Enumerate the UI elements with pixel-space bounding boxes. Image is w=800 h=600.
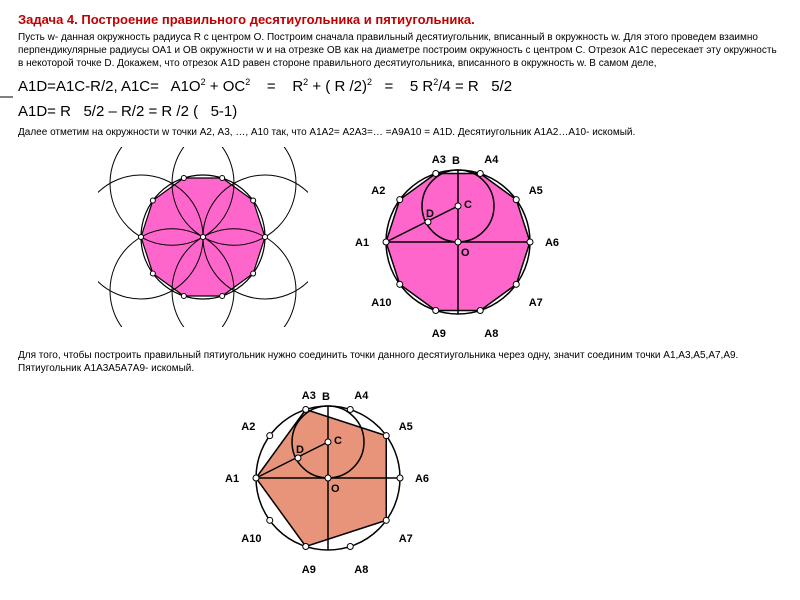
- svg-text:A4: A4: [354, 390, 369, 402]
- svg-text:A10: A10: [241, 533, 261, 545]
- note-1: Далее отметим на окружности w точки А2, …: [18, 126, 782, 139]
- svg-text:A5: A5: [399, 421, 413, 433]
- diagrams-row: A1 A2 A3 A4 A5 A6 A7 A8 A9 A10 O C D B: [98, 147, 782, 337]
- svg-text:A9: A9: [302, 564, 316, 573]
- svg-text:A10: A10: [371, 297, 391, 309]
- label-C: C: [464, 199, 472, 211]
- svg-text:A3: A3: [302, 390, 316, 402]
- svg-text:A8: A8: [354, 564, 368, 573]
- label-B3: B: [322, 391, 330, 403]
- svg-text:A8: A8: [484, 328, 498, 337]
- label-D3: D: [296, 444, 304, 456]
- intro-text: Пусть w- данная окружность радиуса R с ц…: [18, 31, 782, 70]
- diagram-decagon: A1 A2 A3 A4 A5 A6 A7 A8 A9 A10 O C D B: [348, 147, 578, 337]
- formula-line-1: A1D=A1C-R/2, A1C= A1O2 + OC2 = R2 + ( R …: [18, 76, 782, 97]
- svg-text:A5: A5: [529, 185, 543, 197]
- svg-text:A2: A2: [241, 421, 255, 433]
- label-D: D: [426, 208, 434, 220]
- task-title: Задача 4. Построение правильного десятиу…: [18, 12, 782, 27]
- diagram-pentagon: A1 A2 A3 A4 A5 A6 A7 A8 A9 A10 O C D B: [218, 383, 448, 573]
- svg-text:A2: A2: [371, 185, 385, 197]
- diagram-flower: [98, 147, 308, 327]
- svg-text:A6: A6: [415, 473, 429, 485]
- note-2: Для того, чтобы построить правильный пят…: [18, 349, 782, 375]
- label-B: B: [452, 155, 460, 167]
- svg-text:A1: A1: [225, 473, 239, 485]
- svg-text:A1: A1: [355, 237, 369, 249]
- svg-text:A7: A7: [399, 533, 413, 545]
- svg-text:A3: A3: [432, 154, 446, 166]
- label-O3: O: [331, 483, 340, 495]
- formula-line-2: A1D= R 5/2 – R/2 = R /2 ( 5-1): [18, 101, 782, 122]
- svg-text:A6: A6: [545, 237, 559, 249]
- label-C3: C: [334, 435, 342, 447]
- svg-text:A7: A7: [529, 297, 543, 309]
- label-O: O: [461, 247, 470, 259]
- svg-text:A9: A9: [432, 328, 446, 337]
- svg-text:A4: A4: [484, 154, 499, 166]
